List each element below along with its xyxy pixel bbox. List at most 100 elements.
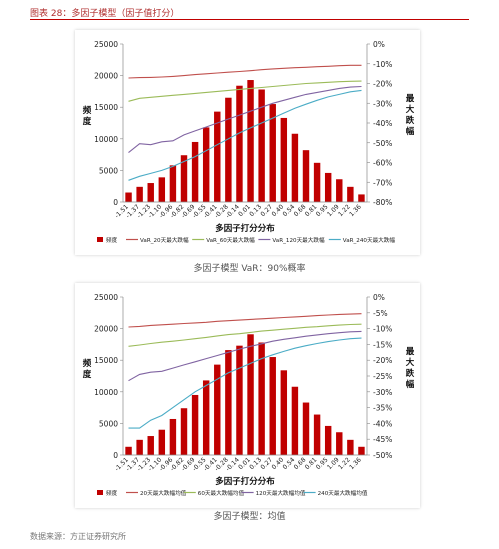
c1-legend-label: VaR_240天最大跌幅 (343, 236, 396, 244)
c2-xtick-label: 1.36 (348, 456, 363, 471)
c1-bar (202, 127, 210, 202)
c2-y2-axis-title: 最大跌幅 (406, 346, 415, 390)
c2-bar (214, 364, 221, 455)
c2-bar (313, 414, 321, 455)
c1-ytick-label: 25000 (94, 40, 118, 49)
header-divider (30, 19, 469, 20)
c1-bar (324, 172, 332, 202)
c2-series-line (128, 313, 362, 328)
c2-bar (225, 350, 232, 455)
c2-bar (258, 342, 265, 455)
c2-bar (136, 439, 143, 455)
c1-x-axis-title: 多因子打分分布 (215, 223, 275, 234)
c2-bar (180, 408, 188, 455)
c2-ytick-label: 25000 (94, 293, 118, 302)
c2-y-axis-title-char: 频 (83, 358, 92, 369)
c1-y2tick-label: -50% (373, 139, 392, 148)
c1-y2-axis-title: 最大跌幅 (406, 93, 415, 137)
c2-legend-label: 120天最大跌幅均值 (256, 489, 306, 497)
c1-bar (336, 179, 343, 202)
c2-series-line (128, 330, 362, 382)
c1-y-axis-title: 频度 (83, 105, 92, 127)
c2-bar (324, 425, 332, 455)
c2-y-axis-title: 频度 (83, 358, 92, 380)
c2-y2tick-label: -40% (373, 419, 392, 428)
chart-var-90: 0 5000 10000 15000 20000 25000 0% -10% -20% -30% -… (75, 30, 420, 255)
c2-bar (269, 357, 276, 455)
chart-mean-svg: 0 5000 10000 15000 20000 25000 0% -5% -10% -15% -2… (83, 293, 415, 497)
c2-y2tick-label: 0% (373, 293, 385, 302)
c2-bar (280, 370, 288, 455)
c1-y2tick-label: -30% (373, 99, 392, 108)
c2-y2tick-label: -50% (373, 451, 392, 460)
c2-series-line (128, 337, 362, 429)
c2-legend-label: 60天最大跌幅均值 (198, 489, 245, 497)
c2-y2tick-label: -25% (373, 372, 392, 381)
c2-bar (169, 418, 177, 455)
chart-mean: 0 5000 10000 15000 20000 25000 0% -5% -10% -15% -2… (75, 283, 420, 508)
c1-legend-label: 频度 (106, 236, 118, 244)
c2-y2tick-label: -10% (373, 325, 392, 334)
chart-caption-var: 多因子模型 VaR：90%概率 (193, 264, 306, 274)
c1-bar (136, 186, 143, 202)
c1-bar (291, 133, 299, 202)
c2-ytick-label: 15000 (94, 356, 118, 365)
c1-y2tick-label: -70% (373, 178, 392, 187)
data-source: 数据来源：方正证券研究所 (30, 532, 126, 541)
c1-bar (158, 177, 166, 202)
c1-legend-label: VaR_60天最大跌幅 (206, 236, 255, 244)
c2-y2tick-label: -20% (373, 356, 392, 365)
c2-y2tick-label: -45% (373, 435, 392, 444)
c1-series-line (128, 85, 362, 154)
c1-xtick-label: 1.36 (348, 203, 363, 218)
c1-ytick-label: 15000 (94, 103, 118, 112)
c1-bar (147, 183, 154, 202)
c2-ytick-label: 0 (113, 451, 118, 460)
c1-bar (313, 162, 321, 202)
c1-y2tick-label: -40% (373, 119, 392, 128)
c1-y2tick-label: -10% (373, 60, 392, 69)
c1-legend-swatch (97, 237, 103, 242)
c1-bar (258, 89, 265, 202)
c2-legend-label: 240天最大跌幅均值 (318, 489, 368, 497)
c2-y2tick-label: -15% (373, 340, 392, 349)
c1-bar (269, 104, 276, 202)
c1-y-axis-title-char: 频 (83, 105, 92, 116)
c2-bar (202, 380, 210, 455)
c1-y-axis-title-char: 度 (83, 116, 92, 127)
c2-bar (158, 429, 166, 455)
c2-bar (302, 402, 310, 455)
c1-legend-label: VaR_120天最大跌幅 (272, 236, 325, 244)
c2-bar (236, 345, 243, 455)
c1-series-line (128, 80, 362, 102)
c1-ytick-label: 5000 (99, 166, 118, 175)
c1-ytick-label: 0 (113, 198, 118, 207)
c2-bar (191, 394, 199, 455)
c2-y2tick-label: -35% (373, 404, 392, 413)
c2-y2-axis-title-char: 幅 (406, 379, 415, 390)
c2-y2-axis-title-char: 跌 (406, 368, 415, 379)
c1-bar (125, 192, 132, 202)
c2-bar (125, 446, 132, 455)
c1-bar (280, 117, 288, 202)
c2-legend-label: 20天最大跌幅均值 (140, 489, 187, 497)
c2-y-axis-title-char: 度 (83, 369, 92, 380)
c1-bar (347, 186, 354, 202)
c2-ytick-label: 20000 (94, 325, 118, 334)
c2-bar (247, 334, 254, 455)
c2-x-axis-title: 多因子打分分布 (215, 476, 275, 487)
c1-legend-label: VaR_20天最大跌幅 (140, 236, 189, 244)
c1-ytick-label: 20000 (94, 72, 118, 81)
c2-legend-label: 频度 (106, 489, 118, 497)
c2-series-line (128, 323, 362, 347)
c2-bar (147, 436, 154, 455)
c2-y2tick-label: -5% (373, 309, 388, 318)
chart-caption-mean: 多因子模型：均值 (213, 512, 286, 522)
c1-y2-axis-title-char: 跌 (406, 115, 415, 126)
c2-ytick-label: 5000 (99, 419, 118, 428)
c1-bar (214, 111, 221, 202)
c1-bar (247, 80, 254, 202)
c1-y2tick-label: -60% (373, 159, 392, 168)
c2-y2-axis-title-char: 大 (406, 357, 415, 368)
c2-ytick-label: 10000 (94, 388, 118, 397)
